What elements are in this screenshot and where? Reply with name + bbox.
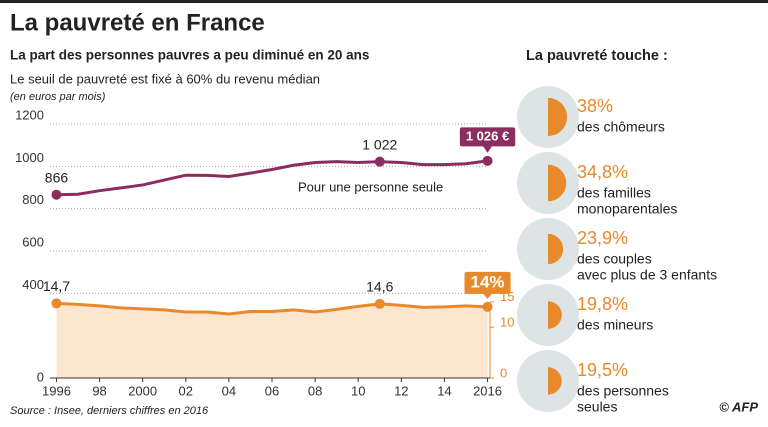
y-tick-label: 800 [22,192,44,207]
chart-title: La part des personnes pauvres a peu dimi… [10,48,369,63]
pie-share [548,164,567,202]
y-tick-label: 1000 [15,150,44,165]
x-tick-label: 06 [265,383,279,398]
x-tick-label: 98 [92,383,106,398]
y-tick-label: 600 [22,234,44,249]
category-label: des couples [577,251,652,267]
label-pointer [482,145,493,153]
category-label: des personnes [577,383,669,399]
main-title: La pauvreté en France [10,9,265,36]
x-tick-label: 14 [437,383,451,398]
value-label: 1 026 € [466,128,509,143]
x-tick-label: 10 [351,383,365,398]
pie-share [548,301,562,329]
point [482,155,493,166]
label-box [459,127,516,147]
x-tick-label: 04 [222,383,236,398]
value-label: 866 [45,169,69,185]
pie-share [548,233,564,265]
value-label: 19,5% [577,360,628,380]
pie-share [548,367,562,395]
x-tick-label: 02 [179,383,193,398]
highlight-label: 14% [464,271,511,299]
highlight-label: 1 026 € [459,127,516,153]
chart-subtitle: Le seuil de pauvreté est fixé à 60% du r… [10,71,320,86]
point [374,298,385,309]
point [51,298,62,309]
value-label: 14,7 [43,278,70,294]
label-box [464,271,511,294]
value-label: 14,6 [366,279,393,295]
x-tick-label: 2016 [473,383,502,398]
value-label: 34,8% [577,162,628,182]
top-rule [0,0,768,3]
point [482,301,493,312]
source: Source : Insee, derniers chiffres en 201… [10,405,209,417]
category-label: seules [577,399,617,415]
pie-share [548,97,568,137]
category-label: des chômeurs [577,119,665,135]
y-tick-label: 400 [22,277,44,292]
category-label: des familles [577,185,651,201]
category-label: avec plus de 3 enfants [577,267,717,283]
y-tick-label: 0 [37,369,44,384]
value-label: 38% [577,96,613,116]
annotation: Pour une personne seule [298,179,443,194]
point [51,189,62,200]
area [56,303,488,378]
panel-title: La pauvreté touche : [526,48,668,64]
y-tick-label: 1200 [15,107,44,122]
x-tick-label: 12 [394,383,408,398]
value-label: 23,9% [577,228,628,248]
credit: © AFP [719,399,758,414]
line [56,301,488,316]
point [374,156,385,167]
y2-tick-label: 0 [500,365,507,380]
x-tick-label: 08 [308,383,322,398]
line [56,159,488,197]
value-label: 14% [471,272,505,291]
y-axis-label: (en euros par mois) [10,91,106,103]
category-label: monoparentales [577,201,677,217]
x-tick-label: 1996 [42,383,71,398]
label-pointer [482,292,493,299]
value-label: 19,8% [577,294,628,314]
category-label: des mineurs [577,317,653,333]
x-tick-label: 2000 [128,383,157,398]
value-label: 1 022 [362,136,397,152]
y2-tick-label: 10 [500,315,514,330]
